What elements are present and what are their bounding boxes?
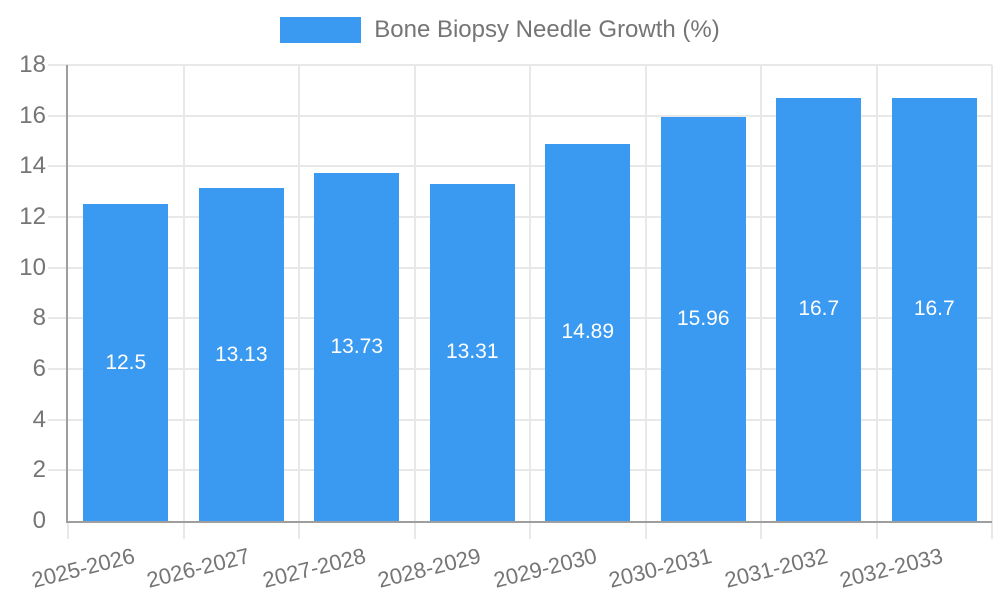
y-tick-label: 16: [19, 101, 46, 129]
y-tick-label: 14: [19, 152, 46, 180]
bar-value-label: 14.89: [561, 320, 615, 344]
x-axis-tick: [67, 523, 69, 539]
legend-item[interactable]: Bone Biopsy Needle Growth (%): [280, 16, 720, 44]
gridline-horizontal: [48, 216, 992, 218]
bar-value-label: 12.5: [105, 350, 147, 374]
x-tick-label: 2026-2027: [144, 543, 253, 593]
gridline-horizontal: [48, 317, 992, 320]
gridline-vertical: [529, 65, 531, 539]
gridline-vertical: [760, 65, 762, 539]
x-tick-label: 2027-2028: [259, 543, 368, 593]
bar[interactable]: 16.7: [891, 97, 977, 521]
y-axis-line: [66, 65, 68, 523]
bar-value-label: 15.96: [676, 306, 730, 330]
gridline-vertical: [298, 65, 300, 539]
x-tick-label: 2029-2030: [490, 543, 599, 593]
y-tick-label: 18: [19, 51, 46, 78]
legend-label: Bone Biopsy Needle Growth (%): [374, 16, 720, 43]
bar[interactable]: 12.5: [83, 204, 169, 521]
bar-value-label: 13.13: [214, 342, 268, 366]
gridline-vertical: [991, 65, 993, 539]
gridline-horizontal: [48, 469, 992, 472]
legend: Bone Biopsy Needle Growth (%): [0, 14, 1000, 46]
x-tick-label: 2031-2032: [721, 543, 830, 593]
x-tick-label: 2032-2033: [837, 543, 946, 593]
gridline-vertical: [875, 65, 878, 539]
y-tick-label: 10: [19, 253, 46, 281]
y-tick-label: 2: [32, 456, 46, 484]
bar[interactable]: 14.89: [545, 143, 631, 521]
bar-value-label: 13.31: [445, 340, 499, 364]
y-tick-label: 4: [32, 405, 46, 433]
legend-swatch: [280, 17, 362, 43]
x-axis-line: [66, 521, 992, 523]
gridline-horizontal: [48, 165, 992, 168]
x-tick-label: 2028-2029: [375, 543, 484, 593]
gridline-horizontal: [48, 64, 992, 66]
x-tick-label: 2025-2026: [28, 543, 137, 593]
gridline-horizontal: [48, 114, 992, 117]
gridline-vertical: [182, 65, 185, 539]
bar[interactable]: 13.31: [429, 183, 515, 521]
y-tick-label: 8: [32, 304, 46, 332]
bar[interactable]: 13.73: [314, 173, 400, 521]
bar[interactable]: 13.13: [198, 188, 284, 521]
gridline-horizontal: [48, 418, 992, 421]
bar[interactable]: 15.96: [660, 116, 746, 521]
gridline-vertical: [413, 65, 416, 539]
gridline-horizontal: [48, 266, 992, 269]
bar-value-label: 16.7: [913, 297, 955, 321]
x-tick-label: 2030-2031: [606, 543, 715, 593]
gridline-vertical: [644, 65, 647, 539]
y-tick-label: 6: [32, 355, 46, 382]
bar-value-label: 16.7: [798, 297, 840, 321]
bar-value-label: 13.73: [330, 335, 384, 359]
y-tick-label: 12: [19, 203, 46, 230]
y-tick-label: 0: [32, 507, 46, 534]
gridline-horizontal: [48, 368, 992, 370]
bar[interactable]: 16.7: [776, 97, 862, 521]
